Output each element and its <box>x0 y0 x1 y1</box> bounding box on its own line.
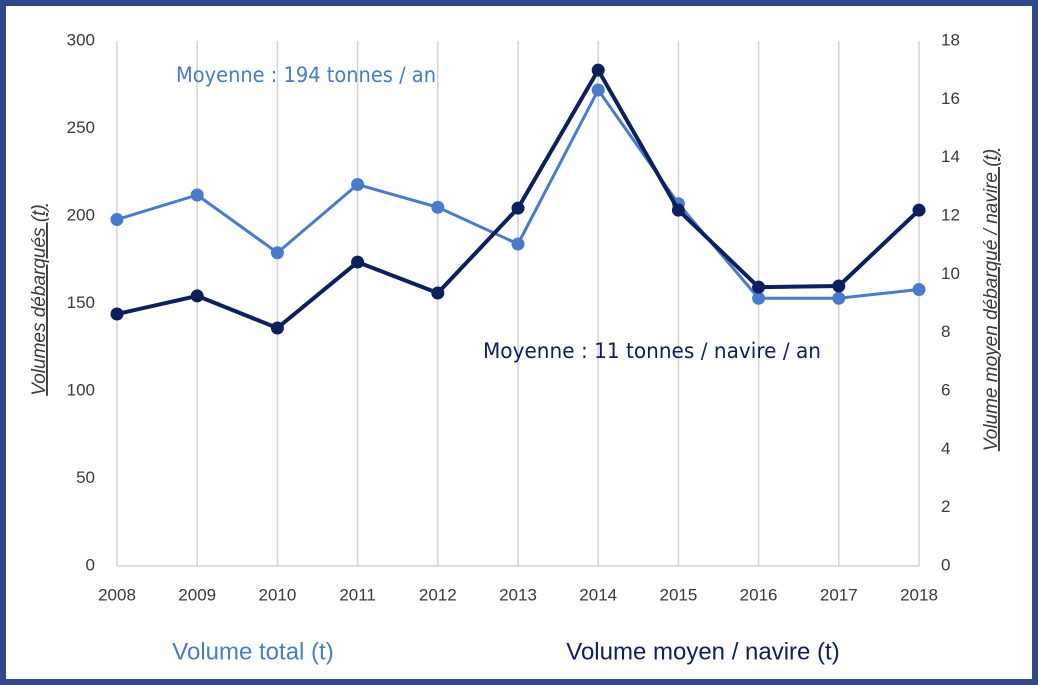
point <box>431 286 445 300</box>
x-tick-label: 2013 <box>499 585 537 604</box>
point <box>511 237 525 251</box>
y2-tick-label: 0 <box>941 555 950 574</box>
y-tick-label: 250 <box>67 118 95 137</box>
x-tick-label: 2016 <box>740 585 778 604</box>
point <box>832 279 846 293</box>
y-tick-label: 200 <box>67 205 95 224</box>
point <box>431 200 445 214</box>
annotation: Moyenne : 194 tonnes / an <box>176 63 436 87</box>
y2-tick-label: 14 <box>941 147 960 166</box>
point <box>270 321 284 335</box>
y2-tick-label: 12 <box>941 205 960 224</box>
point <box>351 178 365 191</box>
point <box>591 63 605 77</box>
y2-tick-label: 10 <box>941 264 960 283</box>
y-axis-label: Volumes débarqués (t) <box>29 204 50 396</box>
x-tick-label: 2015 <box>659 585 697 604</box>
y2-tick-label: 18 <box>941 30 960 49</box>
y2-tick-label: 6 <box>941 380 950 399</box>
y2-axis-label: Volume moyen débarqué / navire (t) <box>981 149 1002 451</box>
y2-tick-label: 4 <box>941 439 950 458</box>
x-tick-label: 2011 <box>339 585 376 604</box>
annotation: Moyenne : 11 tonnes / navire / an <box>483 339 821 363</box>
x-tick-label: 2010 <box>258 585 296 604</box>
y-tick-label: 300 <box>67 30 95 49</box>
point <box>190 289 204 303</box>
point <box>912 283 926 296</box>
x-tick-label: 2018 <box>900 585 938 604</box>
point <box>110 213 124 226</box>
point <box>752 291 766 305</box>
y2-tick-label: 2 <box>941 497 950 516</box>
point <box>671 203 685 217</box>
y-tick-label: 50 <box>76 468 95 487</box>
x-tick-label: 2009 <box>178 585 216 604</box>
y2-tick-label: 8 <box>941 322 950 341</box>
point <box>351 255 365 269</box>
legend-label: Volume total (t) <box>172 638 333 665</box>
point <box>270 246 284 260</box>
x-tick-label: 2017 <box>820 585 858 604</box>
point <box>110 307 124 321</box>
y-tick-label: 100 <box>67 380 95 399</box>
point <box>912 203 926 217</box>
point <box>591 83 605 97</box>
point <box>511 201 525 215</box>
y-tick-label: 150 <box>67 293 95 312</box>
x-tick-label: 2008 <box>98 585 136 604</box>
legend-label: Volume moyen / navire (t) <box>566 638 839 665</box>
y-tick-label: 0 <box>86 555 95 574</box>
point <box>752 280 766 294</box>
y2-tick-label: 16 <box>941 89 960 108</box>
point <box>190 188 204 202</box>
point <box>832 291 846 305</box>
x-tick-label: 2014 <box>579 585 617 604</box>
x-tick-label: 2012 <box>419 585 457 604</box>
